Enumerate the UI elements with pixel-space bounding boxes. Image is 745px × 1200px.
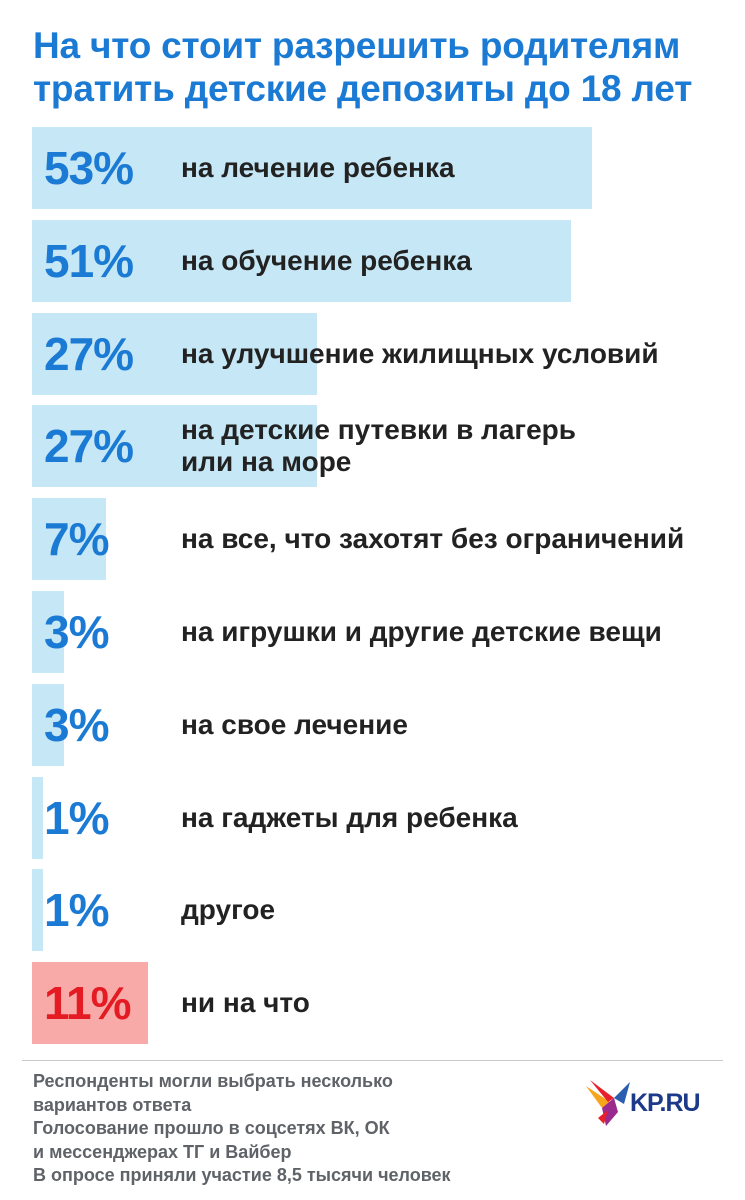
note-line: В опросе приняли участие 8,5 тысячи чело…	[33, 1165, 451, 1185]
category-label: на улучшение жилищных условий	[181, 338, 659, 369]
value-label: 3%	[44, 606, 109, 658]
bar	[32, 498, 106, 580]
bar	[32, 313, 318, 395]
bar-row: 1% другое	[32, 869, 742, 951]
chart-title-line: На что стоит разрешить родителям	[33, 25, 681, 66]
bar	[32, 962, 149, 1044]
bar	[32, 869, 43, 951]
value-label: 3%	[44, 699, 109, 751]
category-label: на все, что захотят без ограничений	[181, 523, 685, 554]
kp-bird-logo-icon	[586, 1080, 630, 1126]
value-label: 1%	[44, 884, 109, 936]
note-line: вариантов ответа	[33, 1094, 192, 1115]
value-label: 11%	[44, 977, 132, 1029]
bar-row: 53% на лечение ребенка	[32, 127, 742, 209]
category-label: на свое лечение	[181, 709, 408, 740]
category-label: на обучение ребенка	[181, 245, 472, 276]
category-label: на гаджеты для ребенка	[181, 802, 518, 833]
chart-title-line: тратить детские депозиты до 18 лет	[33, 68, 693, 109]
logo-text: KP.RU	[630, 1089, 701, 1117]
divider	[22, 1060, 723, 1061]
bar-row: 1% на гаджеты для ребенка	[32, 777, 742, 859]
bar	[32, 684, 64, 766]
bar-row: 27% на детские путевки в лагерь или на мор…	[32, 405, 742, 487]
category-label: на игрушки и другие детские вещи	[181, 616, 662, 647]
value-label: 53%	[44, 142, 134, 194]
bar-row: 3% на игрушки и другие детские вещи	[32, 591, 742, 673]
value-label: 1%	[44, 792, 109, 844]
category-label: другое	[181, 894, 276, 925]
bar-row: 51% на обучение ребенка	[32, 220, 742, 302]
value-label: 7%	[44, 513, 109, 565]
value-label: 51%	[44, 235, 134, 287]
survey-notes: Респонденты могли выбрать несколько вари…	[33, 1070, 553, 1188]
note-line: и мессенджерах ТГ и Вайбер	[33, 1141, 292, 1162]
bar-row: 3% на свое лечение	[32, 684, 742, 766]
bar-chart: 53% на лечение ребенка 51% на обучение ребе…	[32, 127, 742, 1044]
bar-row: 11% ни на что	[32, 962, 742, 1044]
category-label: ни на что	[181, 987, 310, 1018]
category-label: на детские путевки в лагерь или на море	[181, 414, 576, 477]
note-line: Респонденты могли выбрать несколько	[33, 1071, 393, 1091]
bar	[32, 127, 592, 209]
bar	[32, 220, 571, 302]
category-label: на лечение ребенка	[181, 152, 455, 183]
value-label: 27%	[44, 420, 134, 472]
chart-title: На что стоит разрешить родителям тратить…	[33, 24, 733, 110]
value-label: 27%	[44, 328, 134, 380]
note-line: Голосование прошло в соцсетях ВК, ОК	[33, 1118, 390, 1138]
bar-row: 27% на улучшение жилищных условий	[32, 313, 742, 395]
bar	[32, 591, 64, 673]
bar	[32, 777, 43, 859]
kp-logo: KP.RU	[584, 1078, 724, 1128]
bar-row: 7% на все, что захотят без ограничений	[32, 498, 742, 580]
bar	[32, 405, 318, 487]
